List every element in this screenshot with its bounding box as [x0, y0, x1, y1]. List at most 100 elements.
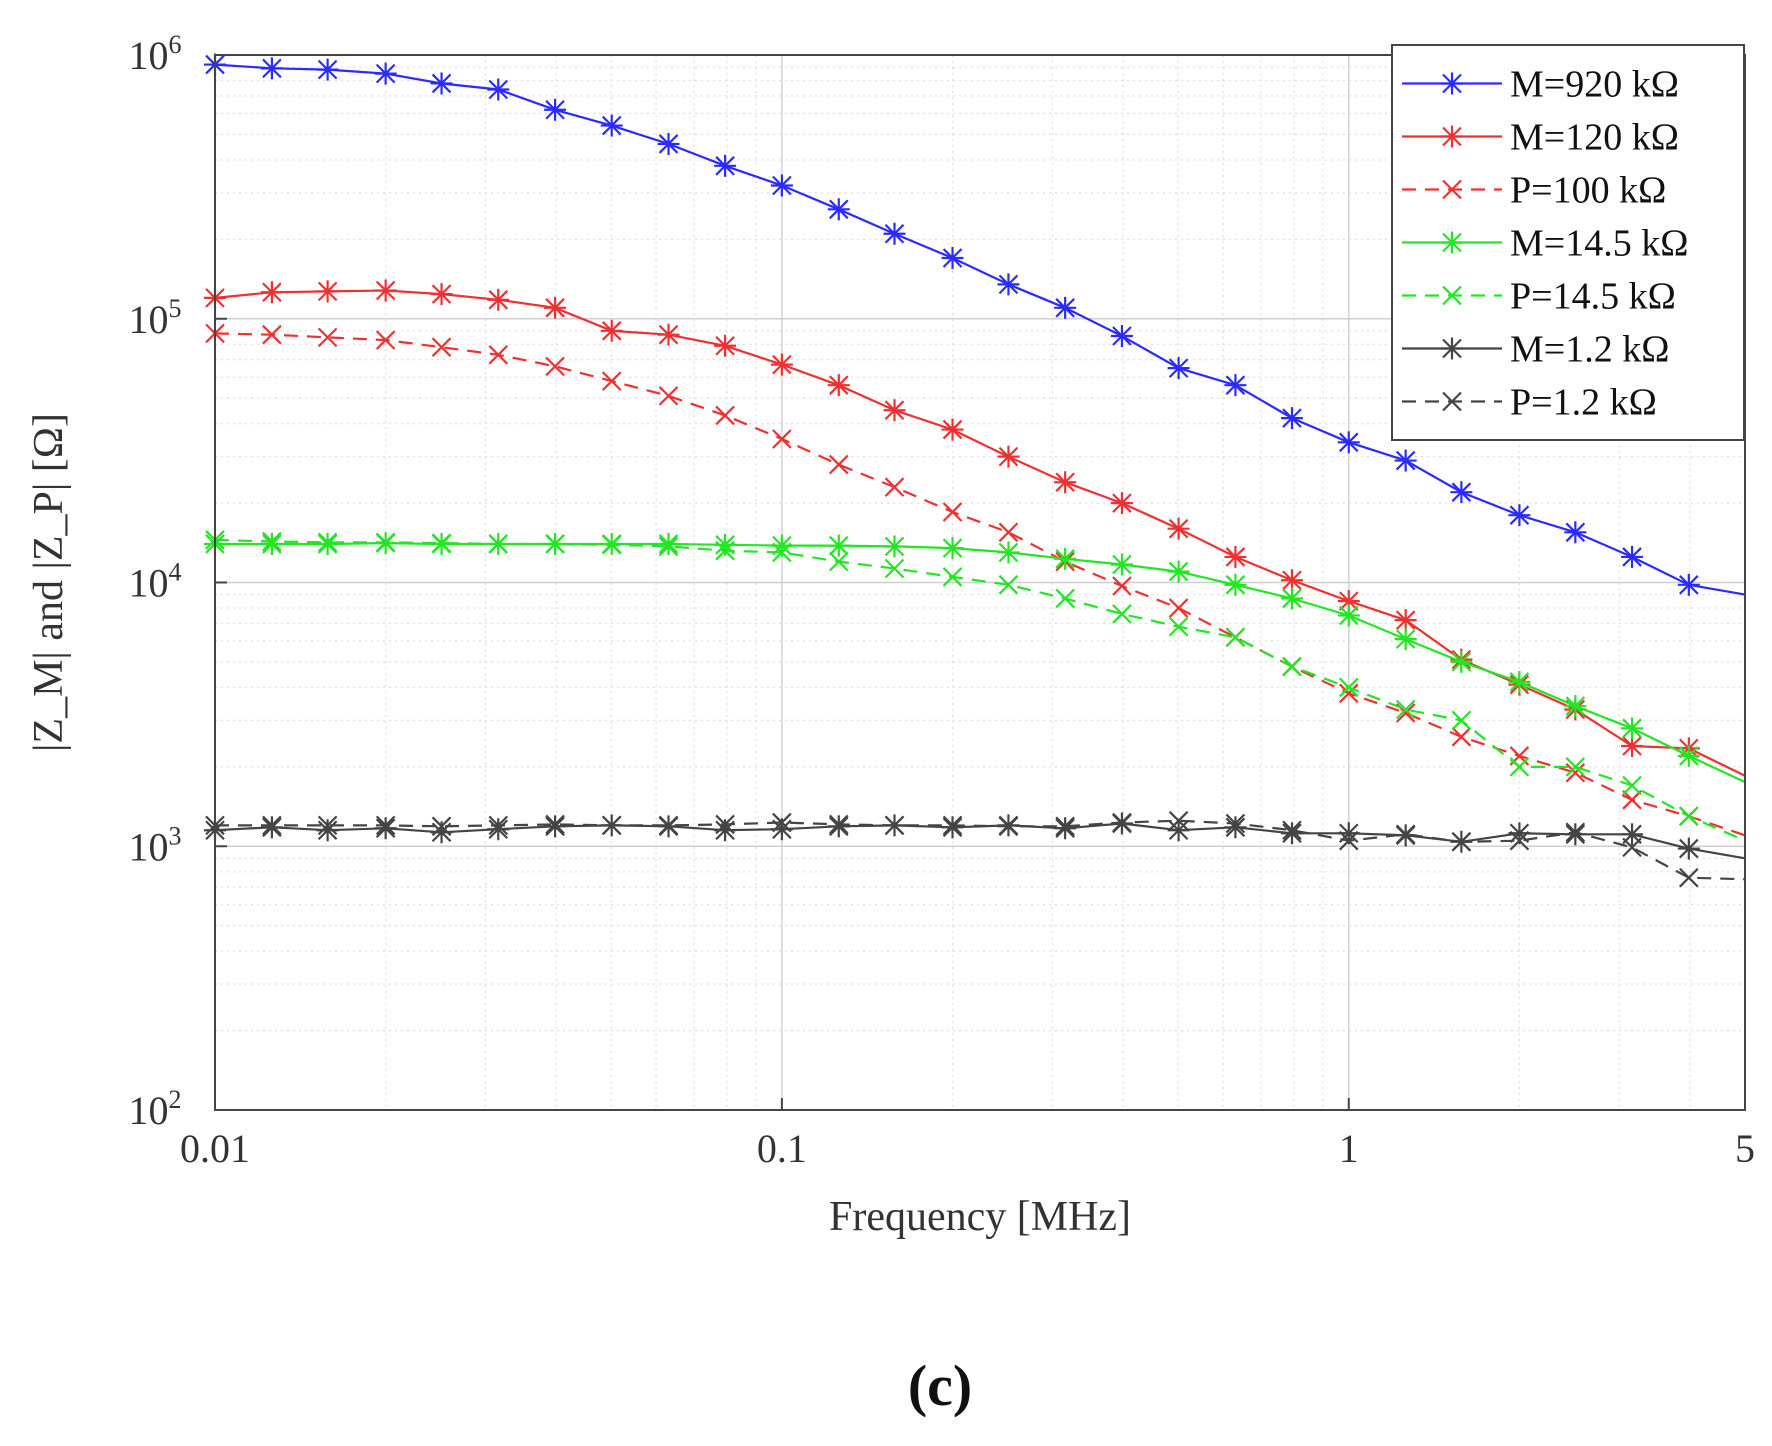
- marker-stroke: [1168, 598, 1189, 618]
- data-point-marker: [998, 575, 1019, 595]
- marker-stroke: [601, 371, 622, 391]
- marker-stroke: [1282, 656, 1302, 677]
- data-point-marker: [942, 815, 963, 836]
- series-line: [215, 819, 1746, 881]
- data-point-marker: [430, 821, 453, 844]
- data-point-marker: [1055, 588, 1075, 609]
- data-point-marker: [601, 815, 622, 836]
- series-7: [205, 810, 1746, 888]
- marker-stroke: [658, 815, 679, 836]
- data-point-marker: [1224, 545, 1247, 568]
- marker-stroke: [1565, 762, 1586, 783]
- y-tick-label: 103: [129, 821, 182, 869]
- data-point-marker: [941, 816, 964, 839]
- series-5: [205, 530, 1746, 842]
- data-point-marker: [487, 818, 510, 841]
- x-tick-label: 5: [1735, 1126, 1755, 1171]
- data-point-marker: [431, 533, 452, 553]
- data-point-marker: [317, 532, 338, 553]
- data-point-marker: [1451, 710, 1472, 731]
- marker-stroke: [715, 405, 735, 426]
- data-point-marker: [829, 814, 849, 835]
- data-point-marker: [657, 532, 680, 555]
- data-point-marker: [829, 551, 849, 572]
- data-point-marker: [1450, 650, 1473, 673]
- data-point-marker: [770, 174, 793, 197]
- data-point-marker: [770, 353, 793, 376]
- data-point-marker: [262, 531, 282, 552]
- data-point-marker: [1451, 831, 1472, 852]
- marker-stroke: [1168, 810, 1189, 831]
- data-point-marker: [997, 273, 1020, 296]
- legend-label: M=14.5 kΩ: [1510, 223, 1688, 265]
- data-point-marker: [1395, 824, 1416, 845]
- marker-stroke: [1442, 179, 1462, 200]
- data-point-marker: [1394, 449, 1417, 472]
- marker-stroke: [375, 330, 396, 350]
- data-point-marker: [545, 814, 565, 835]
- marker-stroke: [884, 558, 905, 579]
- data-point-marker: [997, 445, 1020, 468]
- data-point-marker: [883, 222, 906, 245]
- data-point-marker: [715, 814, 735, 835]
- series-line: [214, 332, 1746, 837]
- marker-stroke: [545, 814, 565, 835]
- data-point-marker: [1112, 576, 1132, 596]
- data-point-marker: [657, 323, 680, 346]
- data-point-marker: [316, 532, 339, 555]
- y-axis-label: |Z_M| and |Z_P| [Ω]: [26, 413, 72, 752]
- marker-stroke: [998, 816, 1019, 837]
- data-point-marker: [1565, 762, 1586, 783]
- data-point-marker: [1622, 775, 1642, 796]
- series-1: [204, 53, 1746, 596]
- data-point-marker: [715, 540, 735, 561]
- marker-stroke: [942, 815, 963, 836]
- data-point-marker: [1508, 504, 1531, 527]
- x-tick-labels: 0.01 0.1 1 5: [180, 1098, 1755, 1171]
- data-point-marker: [884, 815, 905, 836]
- data-point-marker: [1055, 816, 1075, 837]
- legend-label: P=100 kΩ: [1510, 170, 1666, 212]
- data-point-marker: [430, 283, 453, 306]
- legend-label: P=1.2 kΩ: [1510, 382, 1657, 424]
- data-point-marker: [1167, 560, 1190, 583]
- x-tick-label: 1: [1339, 1126, 1359, 1171]
- data-point-marker: [430, 72, 453, 95]
- data-point-marker: [1395, 699, 1416, 720]
- data-point-marker: [1280, 587, 1303, 610]
- data-point-marker: [714, 334, 737, 357]
- data-point-marker: [1509, 757, 1530, 777]
- marker-stroke: [1395, 703, 1416, 723]
- data-point-marker: [374, 817, 397, 840]
- data-point-marker: [1677, 573, 1700, 596]
- data-point-marker: [997, 541, 1020, 564]
- marker-stroke: [1451, 727, 1472, 747]
- data-point-marker: [1621, 823, 1644, 846]
- marker-stroke: [1565, 822, 1586, 843]
- data-point-marker: [1224, 573, 1247, 596]
- data-point-marker: [772, 542, 792, 563]
- marker-stroke: [488, 345, 509, 365]
- data-point-marker: [262, 324, 282, 345]
- data-point-marker: [1112, 604, 1132, 624]
- data-point-marker: [827, 198, 850, 221]
- marker-stroke: [601, 535, 622, 555]
- data-point-marker: [1224, 374, 1247, 397]
- data-point-marker: [1167, 357, 1190, 380]
- marker-stroke: [1338, 830, 1359, 851]
- data-point-marker: [317, 327, 338, 348]
- marker-stroke: [658, 386, 679, 406]
- marker-stroke: [772, 812, 792, 833]
- marker-stroke: [1622, 837, 1642, 858]
- data-point-marker: [316, 819, 339, 842]
- legend-entry: M=120 kΩ: [1402, 117, 1679, 159]
- marker-stroke: [1225, 813, 1246, 834]
- data-point-marker: [544, 98, 567, 121]
- data-point-marker: [827, 815, 850, 838]
- data-point-marker: [998, 816, 1019, 837]
- data-point-marker: [262, 815, 282, 836]
- marker-stroke: [829, 551, 849, 572]
- data-point-marker: [1394, 609, 1417, 632]
- data-point-marker: [1679, 806, 1699, 826]
- data-point-marker: [883, 535, 906, 558]
